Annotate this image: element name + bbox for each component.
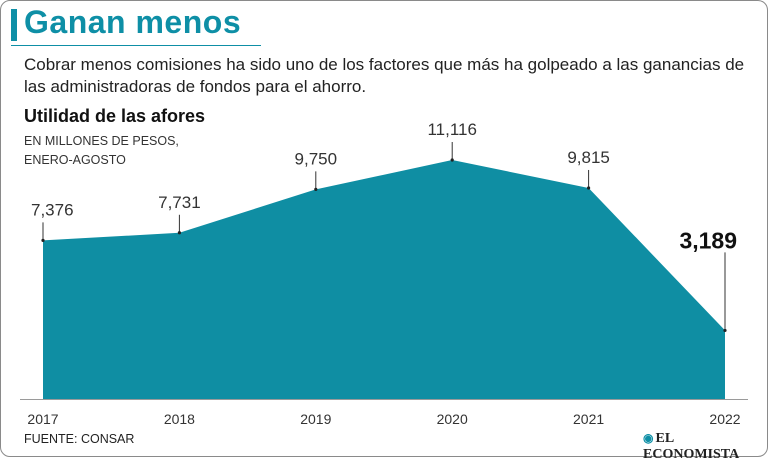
- x-tick-label: 2020: [437, 411, 468, 427]
- x-tick-label: 2021: [573, 411, 604, 427]
- data-label: 3,189: [679, 227, 737, 253]
- data-label: 11,116: [427, 120, 476, 139]
- source-note: FUENTE: CONSAR: [24, 432, 135, 446]
- publisher-name: EL ECONOMISTA: [643, 431, 740, 462]
- x-tick-label: 2019: [300, 411, 331, 427]
- headline: Ganan menos: [24, 4, 242, 40]
- data-point: [723, 328, 727, 333]
- publisher-logo: ◉ EL ECONOMISTA: [643, 431, 768, 463]
- data-point: [41, 238, 45, 243]
- x-tick-label: 2022: [709, 411, 740, 427]
- headline-accent-bar: [11, 9, 17, 41]
- data-point: [450, 158, 454, 162]
- logo-mark-icon: ◉: [643, 431, 654, 445]
- data-label: 9,750: [295, 149, 338, 168]
- data-label: 7,731: [158, 193, 201, 212]
- x-tick-label: 2017: [27, 411, 58, 427]
- data-label: 9,815: [567, 148, 610, 167]
- area-series: [43, 160, 725, 399]
- data-point: [314, 187, 318, 191]
- chart-title: Utilidad de las afores: [24, 106, 206, 126]
- chart-subtitle-period: ENERO-AGOSTO: [24, 153, 126, 167]
- x-tick-label: 2018: [164, 411, 195, 427]
- deck-text: Cobrar menos comisiones ha sido uno de l…: [24, 55, 745, 96]
- data-point: [587, 186, 591, 190]
- chart-subtitle-units: EN MILLONES DE PESOS,: [24, 134, 179, 148]
- data-label: 7,376: [31, 200, 74, 219]
- headline-rule: [11, 45, 261, 46]
- data-point: [177, 231, 181, 235]
